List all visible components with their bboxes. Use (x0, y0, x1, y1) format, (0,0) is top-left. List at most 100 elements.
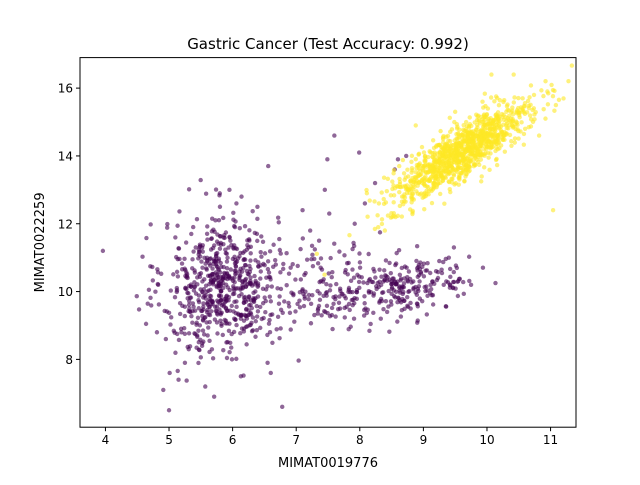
data-point (470, 141, 476, 146)
data-point (248, 278, 253, 284)
data-point (552, 108, 557, 113)
data-point (203, 191, 209, 196)
data-point (521, 110, 526, 115)
data-point (195, 315, 201, 320)
data-point (248, 275, 253, 280)
data-point (223, 247, 228, 252)
data-point (222, 235, 227, 241)
data-point (337, 294, 342, 299)
data-point (503, 132, 509, 137)
data-point (433, 154, 438, 159)
data-point (480, 99, 485, 104)
data-point (316, 303, 322, 309)
data-point (450, 285, 456, 291)
data-point (479, 179, 484, 184)
data-point (140, 254, 145, 259)
data-point (461, 291, 466, 297)
data-point (312, 247, 318, 252)
data-point (486, 142, 492, 148)
data-point (331, 294, 336, 300)
data-point (246, 245, 251, 250)
data-point (172, 330, 177, 335)
data-point (148, 222, 153, 227)
data-point (442, 201, 447, 206)
data-point (438, 170, 443, 176)
data-point (561, 96, 566, 101)
data-point (300, 287, 305, 292)
data-point (224, 355, 230, 361)
data-point (397, 272, 403, 277)
data-point (169, 315, 174, 320)
data-point (192, 270, 198, 275)
data-point (467, 278, 472, 284)
data-point (419, 177, 425, 183)
data-point (372, 226, 378, 232)
data-point (253, 319, 258, 324)
data-point (179, 261, 185, 266)
data-point (298, 277, 304, 282)
data-point (425, 288, 430, 293)
data-point (457, 134, 462, 139)
data-point (405, 303, 410, 309)
data-point (291, 291, 296, 297)
data-point (224, 259, 230, 264)
data-point (444, 279, 449, 284)
data-point (428, 150, 433, 155)
data-point (380, 290, 386, 295)
data-point (348, 278, 354, 283)
data-point (507, 122, 512, 128)
data-point (356, 279, 362, 285)
data-point (272, 257, 278, 263)
data-point (271, 242, 276, 247)
data-point (252, 273, 257, 279)
data-point (408, 306, 413, 311)
data-point (435, 159, 440, 164)
data-point (322, 272, 327, 277)
data-point (196, 293, 202, 298)
data-point (532, 112, 537, 117)
data-point (447, 161, 452, 166)
data-point (315, 308, 321, 313)
data-point (213, 218, 218, 223)
data-point (406, 289, 411, 295)
data-point (469, 123, 474, 129)
data-point (223, 305, 229, 310)
data-point (310, 252, 315, 257)
data-point (416, 272, 422, 278)
data-point (186, 347, 191, 352)
data-point (461, 122, 466, 128)
data-point (290, 262, 295, 267)
data-point (308, 321, 314, 326)
data-point (440, 140, 446, 145)
data-point (488, 151, 493, 156)
data-point (306, 296, 311, 302)
data-point (271, 264, 276, 270)
data-point (384, 309, 390, 315)
data-point (187, 299, 192, 304)
data-point (183, 273, 188, 279)
data-point (492, 139, 498, 144)
data-point (456, 159, 461, 164)
data-point (203, 261, 208, 266)
data-point (221, 215, 226, 221)
data-point (425, 163, 430, 168)
data-point (451, 160, 457, 165)
data-point (520, 96, 525, 101)
data-point (173, 350, 178, 355)
data-point (237, 225, 242, 231)
data-point (447, 266, 453, 272)
data-point (396, 296, 401, 301)
data-point (310, 292, 315, 298)
data-point (239, 326, 245, 331)
data-point (448, 274, 453, 280)
data-point (238, 286, 243, 291)
data-point (486, 132, 491, 138)
data-point (230, 291, 236, 297)
data-point (247, 312, 252, 318)
data-point (364, 191, 370, 196)
data-point (206, 325, 211, 330)
data-point (465, 166, 470, 171)
data-point (238, 312, 243, 318)
data-point (262, 251, 268, 256)
data-point (455, 279, 460, 284)
